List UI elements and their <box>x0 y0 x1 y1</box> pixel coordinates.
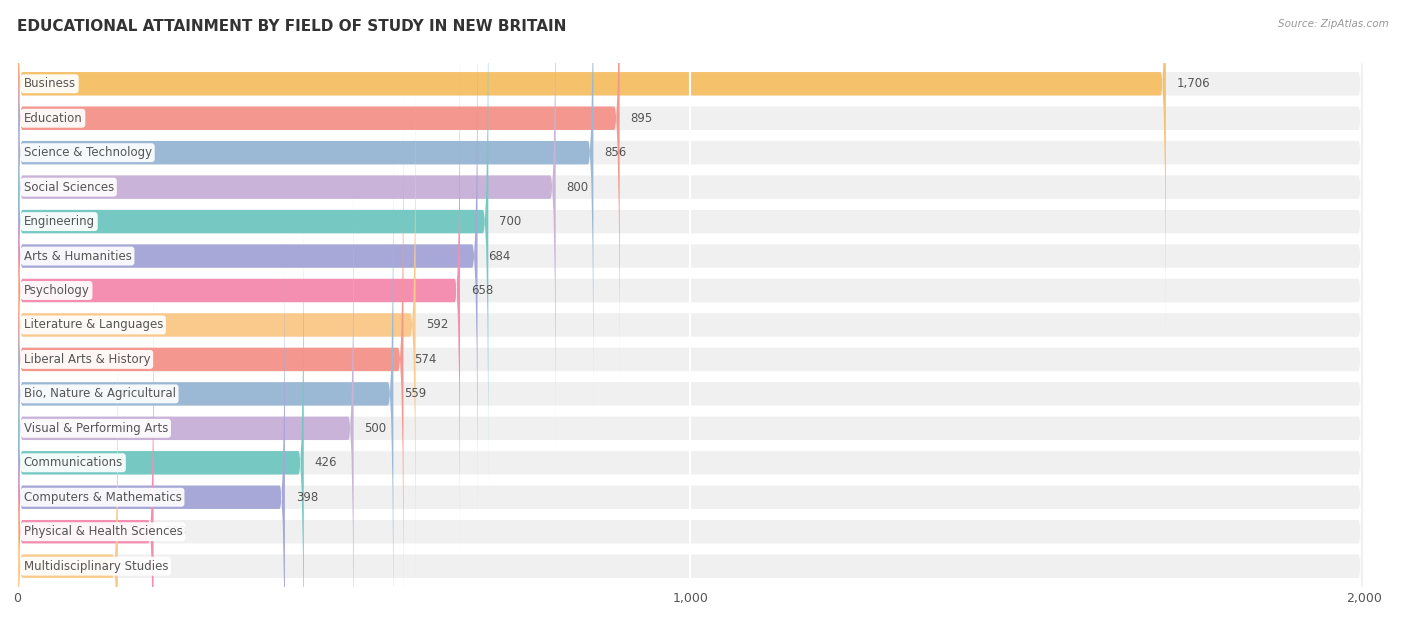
Text: 574: 574 <box>415 353 437 366</box>
FancyBboxPatch shape <box>17 0 1166 348</box>
Text: Education: Education <box>24 112 83 125</box>
Text: Computers & Mathematics: Computers & Mathematics <box>24 491 181 504</box>
Text: Physical & Health Sciences: Physical & Health Sciences <box>24 525 183 538</box>
Text: 426: 426 <box>315 456 337 469</box>
Text: Arts & Humanities: Arts & Humanities <box>24 249 132 262</box>
Text: Engineering: Engineering <box>24 215 94 228</box>
FancyBboxPatch shape <box>17 95 404 623</box>
Text: Visual & Performing Arts: Visual & Performing Arts <box>24 422 167 435</box>
FancyBboxPatch shape <box>17 199 1364 631</box>
FancyBboxPatch shape <box>17 0 478 520</box>
Text: 700: 700 <box>499 215 522 228</box>
FancyBboxPatch shape <box>17 233 1364 631</box>
FancyBboxPatch shape <box>17 95 1364 623</box>
FancyBboxPatch shape <box>17 61 1364 589</box>
Text: Liberal Arts & History: Liberal Arts & History <box>24 353 150 366</box>
Text: 559: 559 <box>404 387 426 401</box>
FancyBboxPatch shape <box>17 0 1364 382</box>
Text: Multidisciplinary Studies: Multidisciplinary Studies <box>24 560 169 573</box>
FancyBboxPatch shape <box>17 0 1364 416</box>
FancyBboxPatch shape <box>17 27 460 555</box>
FancyBboxPatch shape <box>17 268 1364 631</box>
FancyBboxPatch shape <box>17 302 1364 631</box>
Text: 684: 684 <box>488 249 510 262</box>
Text: 658: 658 <box>471 284 494 297</box>
Text: 1,706: 1,706 <box>1177 77 1211 90</box>
Text: Source: ZipAtlas.com: Source: ZipAtlas.com <box>1278 19 1389 29</box>
Text: 800: 800 <box>567 180 589 194</box>
FancyBboxPatch shape <box>17 27 1364 555</box>
FancyBboxPatch shape <box>17 268 153 631</box>
Text: Literature & Languages: Literature & Languages <box>24 319 163 331</box>
FancyBboxPatch shape <box>17 61 416 589</box>
Text: 500: 500 <box>364 422 387 435</box>
Text: Social Sciences: Social Sciences <box>24 180 114 194</box>
Text: 398: 398 <box>295 491 318 504</box>
Text: Science & Technology: Science & Technology <box>24 146 152 159</box>
FancyBboxPatch shape <box>17 199 304 631</box>
Text: Psychology: Psychology <box>24 284 90 297</box>
FancyBboxPatch shape <box>17 0 1364 348</box>
FancyBboxPatch shape <box>17 0 1364 520</box>
FancyBboxPatch shape <box>17 0 488 485</box>
Text: 150: 150 <box>129 560 150 573</box>
FancyBboxPatch shape <box>17 233 285 631</box>
FancyBboxPatch shape <box>17 302 118 631</box>
Text: 203: 203 <box>165 525 187 538</box>
FancyBboxPatch shape <box>17 130 394 631</box>
FancyBboxPatch shape <box>17 0 1364 451</box>
Text: 856: 856 <box>605 146 627 159</box>
Text: Bio, Nature & Agricultural: Bio, Nature & Agricultural <box>24 387 176 401</box>
FancyBboxPatch shape <box>17 165 354 631</box>
FancyBboxPatch shape <box>17 0 620 382</box>
FancyBboxPatch shape <box>17 0 593 416</box>
FancyBboxPatch shape <box>17 130 1364 631</box>
Text: Business: Business <box>24 77 76 90</box>
FancyBboxPatch shape <box>17 165 1364 631</box>
FancyBboxPatch shape <box>17 0 1364 485</box>
Text: 895: 895 <box>630 112 652 125</box>
FancyBboxPatch shape <box>17 0 555 451</box>
Text: EDUCATIONAL ATTAINMENT BY FIELD OF STUDY IN NEW BRITAIN: EDUCATIONAL ATTAINMENT BY FIELD OF STUDY… <box>17 19 567 34</box>
Text: 592: 592 <box>426 319 449 331</box>
Text: Communications: Communications <box>24 456 122 469</box>
